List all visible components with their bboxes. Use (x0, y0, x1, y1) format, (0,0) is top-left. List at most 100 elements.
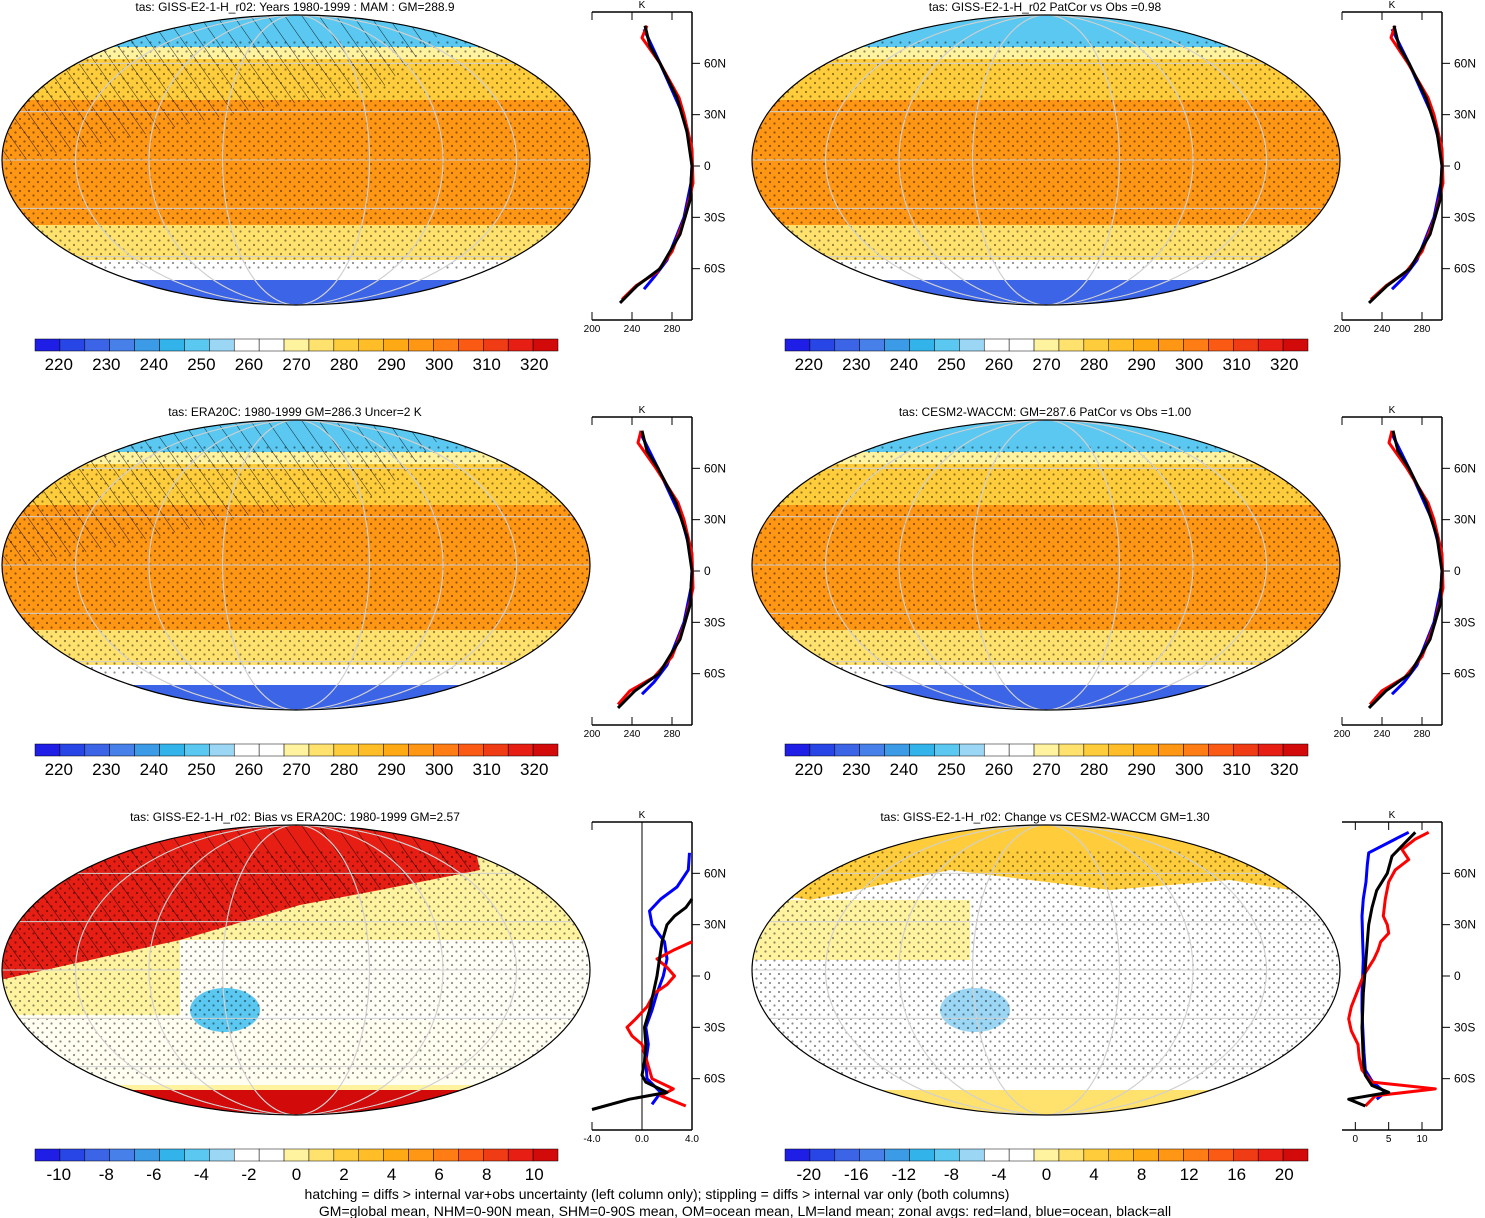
colorbar-cell (483, 1148, 509, 1162)
colorbar-cell (1233, 743, 1259, 757)
colorbar-label: 4 (1089, 1165, 1098, 1184)
zonal-series-line (618, 25, 694, 304)
zonal-xtick-label: 240 (1374, 324, 1391, 335)
colorbar-cell (1208, 743, 1234, 757)
field-antarctica (2, 280, 590, 305)
colorbar-cell (1008, 338, 1035, 352)
panel-title: tas: GISS-E2-1-H_r02: Change vs CESM2-WA… (880, 810, 1210, 824)
colorbar-cell (184, 338, 210, 352)
zonal-xtick-label: 240 (624, 324, 641, 335)
colorbar-cell (784, 1148, 811, 1162)
colorbar-cell (959, 338, 985, 352)
colorbar-cell (1008, 1148, 1035, 1162)
colorbar-cell (383, 338, 409, 352)
panel-title: tas: GISS-E2-1-H_r02: Bias vs ERA20C: 19… (130, 810, 460, 824)
stippling (752, 850, 1340, 1080)
colorbar-cell (1033, 743, 1060, 757)
panel-p5: tas: GISS-E2-1-H_r02: Bias vs ERA20C: 19… (1, 810, 726, 1184)
colorbar-label: 270 (282, 760, 310, 779)
colorbar-cell (159, 1148, 185, 1162)
colorbar-cell (1282, 338, 1309, 352)
map (751, 824, 1341, 1116)
colorbar-cell (1257, 743, 1284, 757)
stippling (752, 40, 1340, 270)
colorbar-cell (1257, 1148, 1284, 1162)
zonal-lat-label: 0 (704, 564, 711, 578)
colorbar-cell (233, 743, 260, 757)
colorbar-label: -4 (991, 1165, 1006, 1184)
colorbar-cell (1233, 1148, 1259, 1162)
zonal-xtick-label: 200 (1334, 324, 1351, 335)
map-field (752, 15, 1340, 305)
colorbar-cell (784, 743, 811, 757)
map-field (752, 825, 1340, 1115)
colorbar-cell (184, 1148, 210, 1162)
colorbar-cell (483, 338, 509, 352)
colorbar-label: 16 (1227, 1165, 1246, 1184)
colorbar-cell (184, 743, 210, 757)
panel-title: tas: ERA20C: 1980-1999 GM=286.3 Uncer=2 … (168, 405, 421, 419)
zonal-series-line (639, 433, 694, 696)
zonal-xtick-label: 200 (1334, 729, 1351, 740)
zonal-series-line (642, 28, 694, 291)
map-outline (1, 824, 591, 1116)
colorbar-cell (109, 1148, 135, 1162)
colorbar-cell (159, 338, 185, 352)
colorbar-cell (983, 1148, 1010, 1162)
meridian-line (222, 420, 370, 710)
zonal-lat-label: 60N (704, 56, 726, 70)
colorbar-label: 2 (339, 1165, 348, 1184)
zonal-lat-label: 60N (704, 461, 726, 475)
colorbar-cell (1282, 743, 1309, 757)
zonal-lat-label: 60S (1454, 667, 1475, 681)
colorbar-cell (458, 743, 484, 757)
colorbar-label: 310 (1222, 760, 1250, 779)
colorbar-cell (209, 743, 235, 757)
colorbar: 220 230 240 250 260 270 280 290 300 310 320 (784, 338, 1309, 374)
zonal-lat-label: 30N (704, 513, 726, 527)
zonal-series-line (1347, 830, 1437, 1108)
colorbar-label: 290 (1127, 355, 1155, 374)
colorbar-cell (983, 338, 1010, 352)
colorbar-cell (834, 338, 860, 352)
colorbar-label: 300 (1175, 355, 1203, 374)
colorbar-cell (308, 1148, 335, 1162)
colorbar-label: 8 (1137, 1165, 1146, 1184)
colorbar-cell (1083, 338, 1110, 352)
meridian-line (972, 15, 1120, 305)
panel-p6: tas: GISS-E2-1-H_r02: Change vs CESM2-WA… (751, 810, 1476, 1184)
zonal-lat-label: 60S (1454, 262, 1475, 276)
colorbar-cell (59, 743, 86, 757)
colorbar-cell (884, 743, 910, 757)
colorbar-cell (809, 743, 836, 757)
zonal-lat-label: 60S (704, 262, 725, 276)
zonal-lat-label: 30S (704, 615, 725, 629)
zonal-series-line (1360, 830, 1410, 1101)
colorbar-label: 220 (795, 760, 823, 779)
zonal-lat-label: 60N (704, 866, 726, 880)
zonal-series-line (1367, 430, 1444, 709)
zonal-xtick-label: 240 (624, 729, 641, 740)
colorbar-cell (909, 338, 935, 352)
zonal-lat-label: 30S (1454, 615, 1475, 629)
colorbar-label: 0 (1042, 1165, 1051, 1184)
meridian-line (825, 420, 1267, 710)
zonal-lat-label: 0 (1454, 159, 1461, 173)
colorbar-label: 280 (1080, 355, 1108, 374)
meridian-line (898, 420, 1194, 710)
meridian-line (148, 825, 444, 1115)
colorbar-label: 270 (1032, 355, 1060, 374)
zonal-lat-label: 30N (1454, 108, 1476, 122)
map-outline (751, 824, 1341, 1116)
zonal-unit: K (639, 405, 646, 416)
footer-notes: hatching = diffs > internal var+obs unce… (305, 1186, 1172, 1218)
colorbar-cell (809, 1148, 836, 1162)
colorbar-label: -8 (99, 1165, 114, 1184)
colorbar-label: 260 (235, 355, 263, 374)
colorbar-cell (408, 743, 434, 757)
zonal-unit: K (1389, 810, 1396, 821)
colorbar-cell (1158, 743, 1184, 757)
zonal-series-line (616, 430, 694, 709)
map-outline (751, 14, 1341, 306)
zonal-series-line (591, 898, 694, 1111)
